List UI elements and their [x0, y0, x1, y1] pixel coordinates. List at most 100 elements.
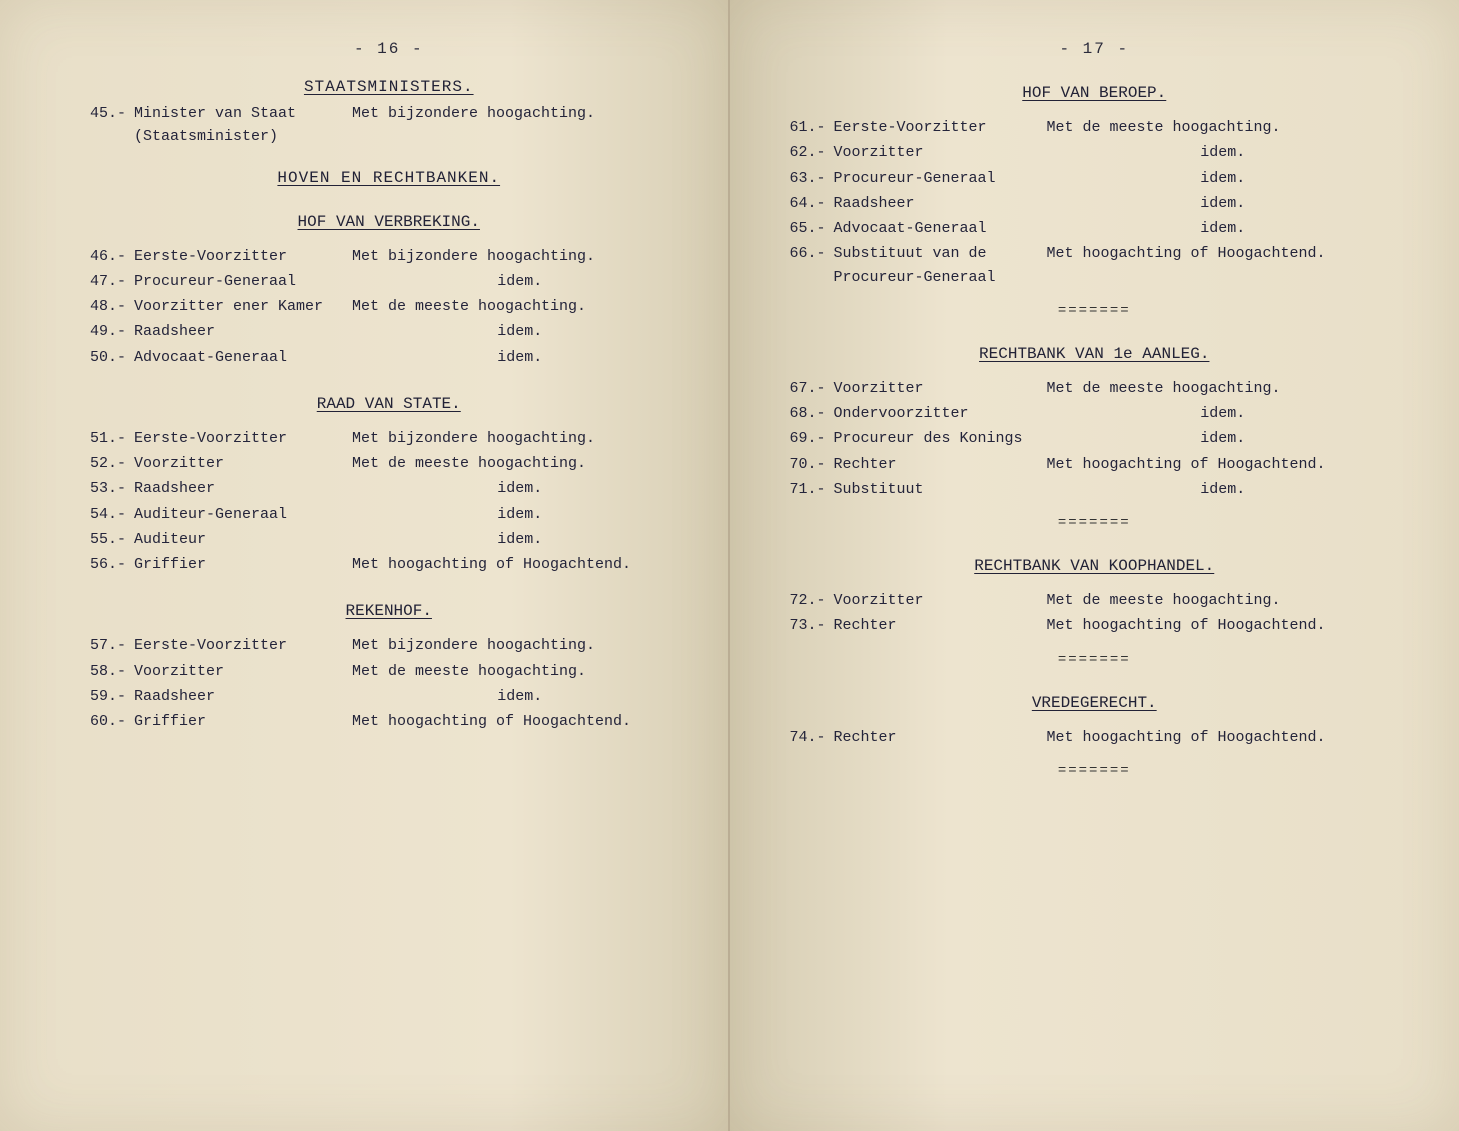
entry-row: 73.-RechterMet hoogachting of Hoogachten… — [790, 614, 1400, 637]
entry-number: 57.- — [90, 634, 134, 657]
section-title: HOF VAN VERBREKING. — [90, 213, 688, 231]
entry-number: 46.- — [90, 245, 134, 268]
entry-role: Substituut van de Procureur-Generaal — [834, 242, 1047, 289]
entry-number: 58.- — [90, 660, 134, 683]
entry-role: Eerste-Voorzitter — [134, 245, 352, 268]
section-title: RAAD VAN STATE. — [90, 395, 688, 413]
entry-number: 60.- — [90, 710, 134, 733]
section-title: HOF VAN BEROEP. — [790, 84, 1400, 102]
entry-salutation: idem. — [1047, 141, 1400, 164]
entry-row: 50.-Advocaat-Generaalidem. — [90, 346, 688, 369]
section-divider: ======= — [790, 652, 1400, 668]
entry-number: 59.- — [90, 685, 134, 708]
entry-number: 51.- — [90, 427, 134, 450]
entry-role: Raadsheer — [134, 320, 352, 343]
entry-row: 45.- Minister van Staat (Staatsminister)… — [90, 102, 688, 149]
entry-row: 72.-VoorzitterMet de meeste hoogachting. — [790, 589, 1400, 612]
entry-salutation: idem. — [352, 346, 688, 369]
entry-role: Raadsheer — [134, 477, 352, 500]
entry-salutation: idem. — [1047, 402, 1400, 425]
entry-role: Auditeur — [134, 528, 352, 551]
entry-salutation: idem. — [1047, 427, 1400, 450]
entry-number: 47.- — [90, 270, 134, 293]
entry-salutation: Met bijzondere hoogachting. — [352, 245, 688, 268]
section-title: HOVEN EN RECHTBANKEN. — [90, 169, 688, 187]
entry-role: Voorzitter — [134, 660, 352, 683]
entry-row: 66.-Substituut van de Procureur-Generaal… — [790, 242, 1400, 289]
entry-salutation: idem. — [352, 503, 688, 526]
entry-number: 52.- — [90, 452, 134, 475]
entry-role: Voorzitter — [834, 589, 1047, 612]
entry-row: 62.-Voorzitteridem. — [790, 141, 1400, 164]
entry-row: 55.-Auditeuridem. — [90, 528, 688, 551]
entry-number: 62.- — [790, 141, 834, 164]
entry-role: Procureur des Konings — [834, 427, 1047, 450]
section-divider: ======= — [790, 763, 1400, 779]
entry-salutation: Met hoogachting of Hoogachtend. — [1047, 726, 1400, 749]
entry-role: Procureur-Generaal — [834, 167, 1047, 190]
entry-number: 69.- — [790, 427, 834, 450]
entry-number: 63.- — [790, 167, 834, 190]
page-number-right: - 17 - — [790, 40, 1400, 58]
entry-row: 74.-RechterMet hoogachting of Hoogachten… — [790, 726, 1400, 749]
entry-number: 56.- — [90, 553, 134, 576]
entry-salutation: Met bijzondere hoogachting. — [352, 102, 688, 149]
entry-role: Minister van Staat (Staatsminister) — [134, 102, 352, 149]
entry-role: Eerste-Voorzitter — [134, 427, 352, 450]
section-title: RECHTBANK VAN KOOPHANDEL. — [790, 557, 1400, 575]
entry-salutation: Met de meeste hoogachting. — [1047, 377, 1400, 400]
page-number-left: - 16 - — [90, 40, 688, 58]
entry-row: 68.-Ondervoorzitteridem. — [790, 402, 1400, 425]
entry-row: 58.-VoorzitterMet de meeste hoogachting. — [90, 660, 688, 683]
entry-row: 46.-Eerste-VoorzitterMet bijzondere hoog… — [90, 245, 688, 268]
entry-role: Substituut — [834, 478, 1047, 501]
entry-salutation: Met hoogachting of Hoogachtend. — [1047, 453, 1400, 476]
entry-salutation: Met de meeste hoogachting. — [1047, 589, 1400, 612]
entry-role: Raadsheer — [834, 192, 1047, 215]
entry-salutation: Met de meeste hoogachting. — [352, 295, 688, 318]
entry-role: Griffier — [134, 710, 352, 733]
entry-number: 50.- — [90, 346, 134, 369]
entry-number: 70.- — [790, 453, 834, 476]
entry-salutation: idem. — [1047, 167, 1400, 190]
book-spread: - 16 - STAATSMINISTERS. 45.- Minister va… — [0, 0, 1459, 1131]
entry-salutation: idem. — [352, 528, 688, 551]
entry-salutation: idem. — [1047, 192, 1400, 215]
entry-number: 73.- — [790, 614, 834, 637]
entry-salutation: Met de meeste hoogachting. — [352, 452, 688, 475]
entry-number: 64.- — [790, 192, 834, 215]
page-right: - 17 - HOF VAN BEROEP. 61.-Eerste-Voorzi… — [730, 0, 1459, 1131]
entry-row: 49.-Raadsheeridem. — [90, 320, 688, 343]
entry-row: 63.-Procureur-Generaalidem. — [790, 167, 1400, 190]
entry-salutation: Met hoogachting of Hoogachtend. — [1047, 614, 1400, 637]
entry-salutation: Met bijzondere hoogachting. — [352, 427, 688, 450]
entry-salutation: Met hoogachting of Hoogachtend. — [352, 553, 688, 576]
entry-role: Voorzitter — [134, 452, 352, 475]
entry-salutation: Met de meeste hoogachting. — [1047, 116, 1400, 139]
section-title: RECHTBANK VAN 1e AANLEG. — [790, 345, 1400, 363]
entry-role: Rechter — [834, 726, 1047, 749]
entry-number: 74.- — [790, 726, 834, 749]
entry-row: 47.-Procureur-Generaalidem. — [90, 270, 688, 293]
section-divider: ======= — [790, 515, 1400, 531]
entry-number: 45.- — [90, 102, 134, 149]
entry-row: 53.-Raadsheeridem. — [90, 477, 688, 500]
entry-role: Voorzitter — [834, 377, 1047, 400]
entry-salutation: idem. — [1047, 217, 1400, 240]
entry-salutation: Met hoogachting of Hoogachtend. — [352, 710, 688, 733]
entry-number: 55.- — [90, 528, 134, 551]
entry-row: 64.-Raadsheeridem. — [790, 192, 1400, 215]
entry-role: Voorzitter ener Kamer — [134, 295, 352, 318]
entry-role: Advocaat-Generaal — [134, 346, 352, 369]
entry-role: Raadsheer — [134, 685, 352, 708]
entry-role: Auditeur-Generaal — [134, 503, 352, 526]
entry-row: 70.-RechterMet hoogachting of Hoogachten… — [790, 453, 1400, 476]
entry-salutation: Met de meeste hoogachting. — [352, 660, 688, 683]
entry-salutation: Met hoogachting of Hoogachtend. — [1047, 242, 1400, 289]
entry-number: 68.- — [790, 402, 834, 425]
entry-row: 71.-Substituutidem. — [790, 478, 1400, 501]
section-title: VREDEGERECHT. — [790, 694, 1400, 712]
entry-salutation: idem. — [352, 685, 688, 708]
entry-row: 51.-Eerste-VoorzitterMet bijzondere hoog… — [90, 427, 688, 450]
entry-row: 61.-Eerste-VoorzitterMet de meeste hooga… — [790, 116, 1400, 139]
